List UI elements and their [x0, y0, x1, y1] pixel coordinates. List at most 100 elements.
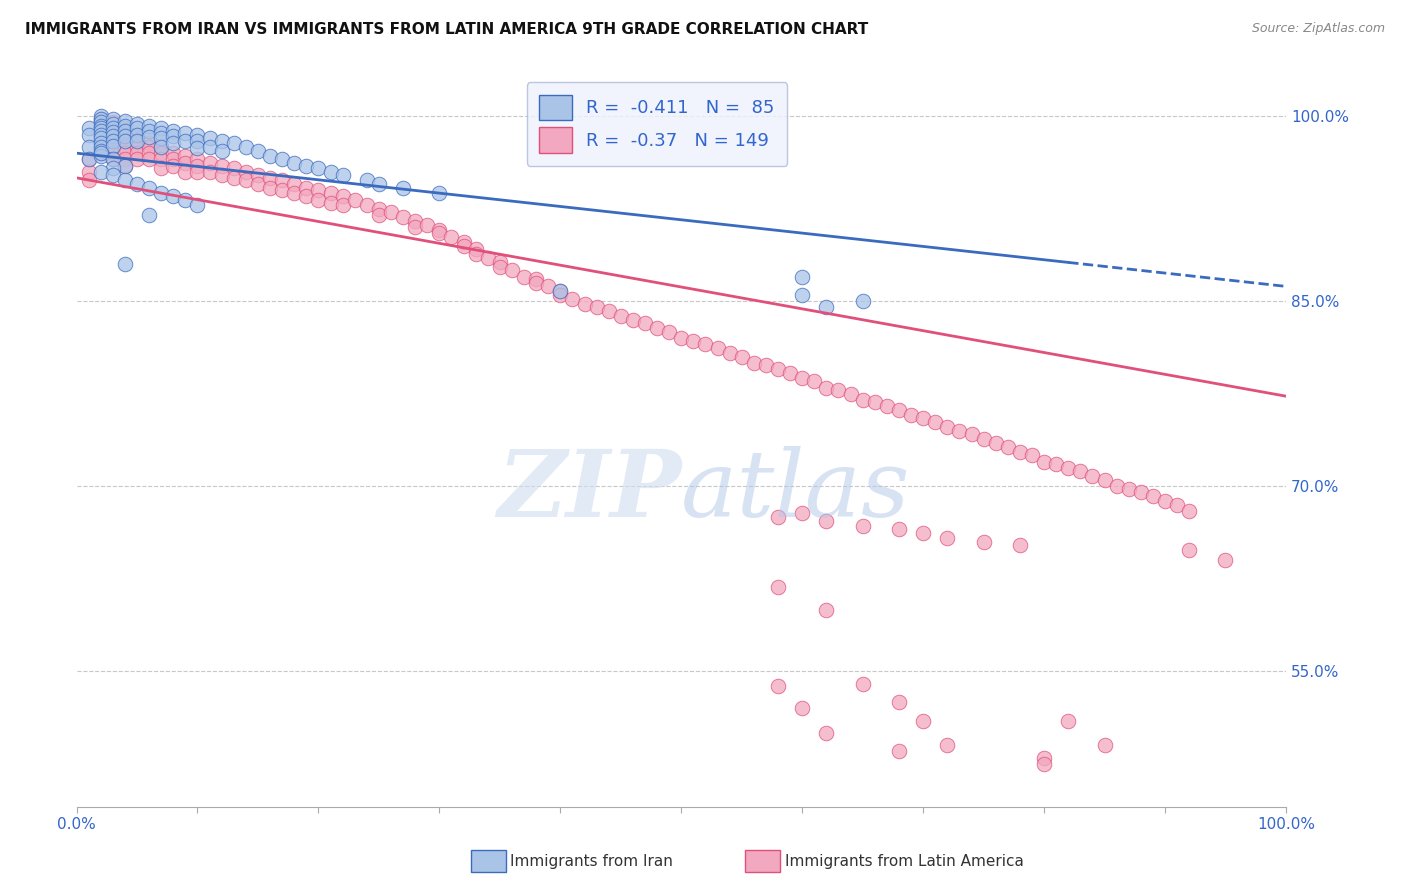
Point — [283, 186, 305, 200]
Point — [815, 380, 838, 394]
Point — [658, 325, 681, 339]
Point — [101, 169, 124, 183]
Text: Immigrants from Latin America: Immigrants from Latin America — [785, 855, 1024, 869]
Point — [887, 695, 910, 709]
Point — [766, 362, 789, 376]
Point — [186, 134, 208, 148]
Point — [1094, 739, 1116, 753]
Point — [114, 124, 136, 138]
Point — [186, 198, 208, 212]
Point — [852, 392, 875, 407]
Point — [343, 193, 366, 207]
Point — [114, 159, 136, 173]
Point — [912, 526, 935, 541]
Point — [90, 134, 112, 148]
Point — [150, 146, 173, 161]
Point — [1081, 469, 1104, 483]
Point — [852, 294, 875, 309]
Point — [174, 156, 197, 170]
Point — [138, 146, 160, 161]
Point — [138, 124, 160, 138]
Point — [150, 186, 173, 200]
Point — [101, 112, 124, 126]
Point — [271, 173, 294, 187]
Point — [1154, 494, 1177, 508]
Point — [319, 186, 342, 200]
Point — [319, 164, 342, 178]
Point — [936, 531, 959, 545]
Point — [440, 230, 463, 244]
Point — [766, 679, 789, 693]
Point — [984, 436, 1007, 450]
Point — [138, 130, 160, 145]
Point — [887, 744, 910, 758]
Point — [90, 119, 112, 133]
Point — [77, 153, 100, 167]
Text: IMMIGRANTS FROM IRAN VS IMMIGRANTS FROM LATIN AMERICA 9TH GRADE CORRELATION CHAR: IMMIGRANTS FROM IRAN VS IMMIGRANTS FROM … — [25, 22, 869, 37]
Point — [574, 296, 596, 310]
Point — [114, 119, 136, 133]
Point — [101, 117, 124, 131]
Text: Source: ZipAtlas.com: Source: ZipAtlas.com — [1251, 22, 1385, 36]
Point — [695, 337, 717, 351]
Point — [101, 121, 124, 136]
Point — [90, 144, 112, 158]
Point — [1033, 756, 1056, 771]
Point — [429, 227, 451, 241]
Point — [211, 159, 233, 173]
Point — [973, 433, 995, 447]
Point — [997, 440, 1019, 454]
Point — [186, 164, 208, 178]
Point — [235, 164, 257, 178]
Point — [90, 115, 112, 129]
Point — [550, 285, 572, 299]
Point — [114, 128, 136, 142]
Point — [731, 350, 754, 364]
Point — [162, 189, 184, 203]
Point — [1008, 444, 1031, 458]
Point — [792, 507, 814, 521]
Point — [235, 173, 257, 187]
Point — [90, 109, 112, 123]
Point — [101, 134, 124, 148]
Point — [1008, 538, 1031, 552]
Point — [162, 159, 184, 173]
Point — [1129, 485, 1152, 500]
Point — [1215, 553, 1237, 567]
Point — [101, 146, 124, 161]
Point — [186, 128, 208, 142]
Point — [404, 220, 426, 235]
Point — [101, 161, 124, 175]
Point — [162, 146, 184, 161]
Point — [198, 164, 221, 178]
Point — [464, 243, 486, 257]
Point — [235, 140, 257, 154]
Point — [114, 257, 136, 271]
Point — [852, 518, 875, 533]
Point — [550, 285, 572, 299]
Point — [1142, 489, 1164, 503]
Point — [222, 136, 245, 151]
Point — [524, 276, 547, 290]
Point — [271, 183, 294, 197]
Point — [815, 726, 838, 740]
Point — [1057, 460, 1080, 475]
Point — [125, 153, 148, 167]
Point — [222, 161, 245, 175]
Point — [429, 222, 451, 236]
Point — [477, 251, 499, 265]
Point — [706, 341, 728, 355]
Point — [900, 408, 922, 422]
Point — [125, 128, 148, 142]
Point — [101, 128, 124, 142]
Point — [453, 235, 475, 249]
Point — [138, 208, 160, 222]
Point — [332, 189, 354, 203]
Point — [90, 131, 112, 145]
Point — [501, 263, 523, 277]
Point — [887, 402, 910, 417]
Point — [114, 140, 136, 154]
Point — [125, 140, 148, 154]
Point — [766, 510, 789, 524]
Point — [718, 346, 741, 360]
